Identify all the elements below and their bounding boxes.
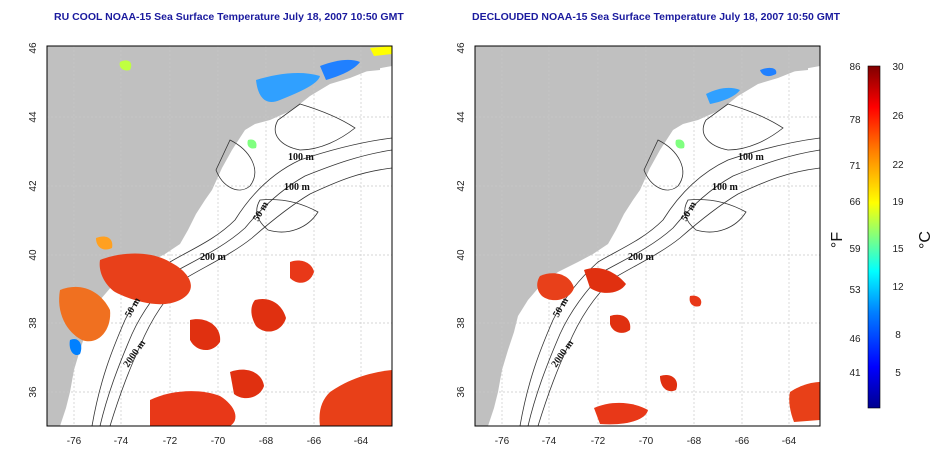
contour-label-200m: 200 m bbox=[628, 252, 655, 263]
lon-tick: -74 bbox=[114, 436, 129, 447]
lon-tick: -66 bbox=[307, 436, 322, 447]
lat-tick: 36 bbox=[28, 386, 39, 398]
lat-tick: 40 bbox=[28, 249, 39, 261]
lat-tick: 36 bbox=[456, 386, 467, 398]
f-tick: 78 bbox=[849, 115, 861, 126]
f-tick: 71 bbox=[849, 161, 861, 172]
sst-patches bbox=[59, 46, 392, 426]
c-tick: 22 bbox=[892, 160, 904, 171]
left-panel-title: RU COOL NOAA-15 Sea Surface Temperature … bbox=[54, 11, 404, 23]
lon-tick: -70 bbox=[211, 436, 226, 447]
c-tick: 30 bbox=[892, 62, 904, 73]
map-frame bbox=[474, 45, 821, 427]
lat-tick: 38 bbox=[28, 317, 39, 329]
grid bbox=[47, 46, 392, 426]
f-tick: 59 bbox=[849, 244, 861, 255]
colorbar-unit-c: °C bbox=[917, 231, 934, 249]
isobaths bbox=[519, 103, 820, 426]
colorbar-f-ticks: 86 78 71 66 59 53 46 41 bbox=[849, 62, 861, 379]
lat-tick: 38 bbox=[456, 317, 467, 329]
lon-tick: -74 bbox=[542, 436, 557, 447]
lat-tick-labels: 46 44 42 40 38 36 bbox=[456, 42, 467, 398]
contour-label-100m-a: 100 m bbox=[738, 152, 765, 163]
c-tick: 19 bbox=[892, 197, 904, 208]
lon-tick: -64 bbox=[354, 436, 369, 447]
right-map: 100 m 100 m 50 m 200 m 50 m 2000 m -76 -… bbox=[456, 42, 821, 447]
lon-tick: -76 bbox=[495, 436, 510, 447]
contour-label-200m: 200 m bbox=[200, 252, 227, 263]
right-panel-title: DECLOUDED NOAA-15 Sea Surface Temperatur… bbox=[472, 11, 841, 23]
land bbox=[47, 46, 392, 426]
lon-tick: -68 bbox=[259, 436, 274, 447]
f-tick: 41 bbox=[849, 368, 861, 379]
lon-tick-labels: -76 -74 -72 -70 -68 -66 -64 bbox=[495, 436, 797, 447]
contour-label-100m-b: 100 m bbox=[284, 182, 311, 193]
lon-tick: -70 bbox=[639, 436, 654, 447]
lat-tick-labels: 46 44 42 40 38 36 bbox=[28, 42, 39, 398]
lon-tick: -72 bbox=[591, 436, 606, 447]
map-frame bbox=[46, 45, 393, 427]
contour-label-100m-b: 100 m bbox=[712, 182, 739, 193]
c-tick: 5 bbox=[895, 368, 901, 379]
lon-tick: -66 bbox=[735, 436, 750, 447]
lat-tick: 44 bbox=[28, 111, 39, 123]
c-tick: 15 bbox=[892, 244, 904, 255]
lon-tick: -72 bbox=[163, 436, 178, 447]
sst-patches bbox=[537, 67, 820, 425]
lat-tick: 42 bbox=[28, 180, 39, 192]
lat-tick: 46 bbox=[456, 42, 467, 54]
lat-tick: 46 bbox=[28, 42, 39, 54]
lon-tick: -64 bbox=[782, 436, 797, 447]
lat-tick: 44 bbox=[456, 111, 467, 123]
lat-tick: 40 bbox=[456, 249, 467, 261]
f-tick: 66 bbox=[849, 197, 861, 208]
colorbar-gradient bbox=[867, 65, 881, 409]
lon-tick-labels: -76 -74 -72 -70 -68 -66 -64 bbox=[67, 436, 369, 447]
c-tick: 26 bbox=[892, 111, 904, 122]
lat-tick: 42 bbox=[456, 180, 467, 192]
colorbar: 86 78 71 66 59 53 46 41 30 26 22 19 15 1… bbox=[829, 62, 934, 409]
c-tick: 12 bbox=[892, 282, 904, 293]
grid bbox=[475, 46, 820, 426]
colorbar-c-ticks: 30 26 22 19 15 12 8 5 bbox=[892, 62, 904, 379]
c-tick: 8 bbox=[895, 330, 901, 341]
f-tick: 86 bbox=[849, 62, 861, 73]
lon-tick: -68 bbox=[687, 436, 702, 447]
f-tick: 46 bbox=[849, 334, 861, 345]
colorbar-unit-f: °F bbox=[829, 232, 846, 248]
land bbox=[475, 46, 820, 426]
contour-label-100m-a: 100 m bbox=[288, 152, 315, 163]
left-map: 100 m 100 m 50 m 200 m 50 m 2000 m -76 -… bbox=[28, 42, 393, 447]
lon-tick: -76 bbox=[67, 436, 82, 447]
isobaths bbox=[91, 103, 392, 426]
f-tick: 53 bbox=[849, 285, 861, 296]
